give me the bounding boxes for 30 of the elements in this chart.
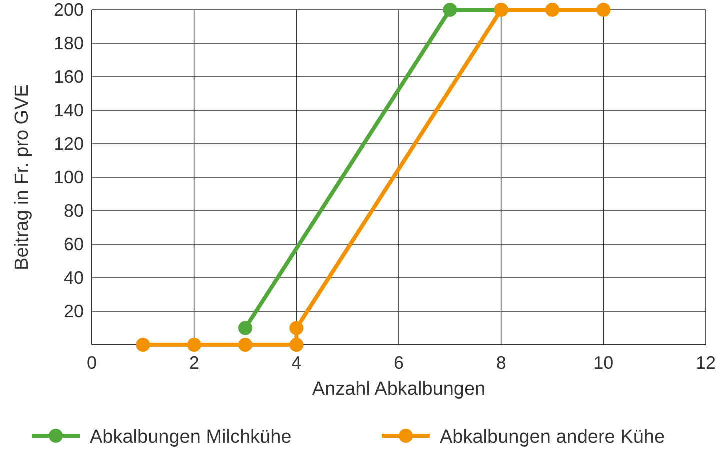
y-tick-label: 20 bbox=[64, 302, 84, 322]
legend-label: Abkalbungen Milchkühe bbox=[90, 427, 292, 448]
y-tick-label: 100 bbox=[54, 168, 84, 188]
x-tick-label: 6 bbox=[394, 353, 404, 373]
point bbox=[596, 3, 611, 17]
y-tick-label: 180 bbox=[54, 34, 84, 54]
y-tick-label: 120 bbox=[54, 134, 84, 154]
y-tick-label: 80 bbox=[64, 201, 84, 221]
y-tick-label: 60 bbox=[64, 234, 84, 254]
point bbox=[136, 338, 150, 352]
y-tick-label: 140 bbox=[54, 100, 84, 120]
legend-label: Abkalbungen andere Kühe bbox=[440, 427, 666, 448]
point bbox=[546, 3, 560, 17]
y-axis-title: Beitrag in Fr. pro GVE bbox=[12, 84, 33, 270]
x-tick-label: 0 bbox=[86, 353, 98, 373]
y-tick-label: 200 bbox=[54, 0, 84, 20]
point bbox=[443, 3, 458, 17]
x-tick-label: 10 bbox=[594, 353, 614, 373]
x-tick-label: 4 bbox=[292, 353, 302, 373]
y-tick-label: 160 bbox=[54, 67, 84, 87]
x-tick-label: 8 bbox=[496, 353, 506, 373]
point bbox=[290, 321, 304, 336]
x-tick-label: 2 bbox=[189, 353, 200, 373]
point bbox=[187, 338, 202, 352]
x-tick-label: 12 bbox=[696, 353, 716, 373]
point bbox=[290, 338, 304, 352]
x-axis-title: Anzahl Abkalbungen bbox=[312, 379, 486, 400]
point bbox=[238, 338, 252, 352]
y-tick-label: 40 bbox=[64, 268, 84, 288]
point bbox=[238, 321, 252, 336]
